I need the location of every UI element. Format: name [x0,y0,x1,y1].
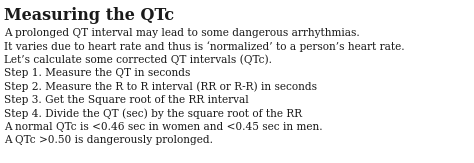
Text: It varies due to heart rate and thus is ‘normalized’ to a person’s heart rate.: It varies due to heart rate and thus is … [4,41,405,52]
Text: Let’s calculate some corrected QT intervals (QTc).: Let’s calculate some corrected QT interv… [4,55,272,65]
Text: A normal QTc is <0.46 sec in women and <0.45 sec in men.: A normal QTc is <0.46 sec in women and <… [4,122,323,132]
Text: A QTc >0.50 is dangerously prolonged.: A QTc >0.50 is dangerously prolonged. [4,135,213,145]
Text: Step 1. Measure the QT in seconds: Step 1. Measure the QT in seconds [4,68,191,78]
Text: Step 4. Divide the QT (sec) by the square root of the RR: Step 4. Divide the QT (sec) by the squar… [4,108,302,119]
Text: Step 3. Get the Square root of the RR interval: Step 3. Get the Square root of the RR in… [4,95,249,105]
Text: Measuring the QTc: Measuring the QTc [4,7,174,24]
Text: A prolonged QT interval may lead to some dangerous arrhythmias.: A prolonged QT interval may lead to some… [4,28,360,38]
Text: Step 2. Measure the R to R interval (RR or R-R) in seconds: Step 2. Measure the R to R interval (RR … [4,82,317,92]
